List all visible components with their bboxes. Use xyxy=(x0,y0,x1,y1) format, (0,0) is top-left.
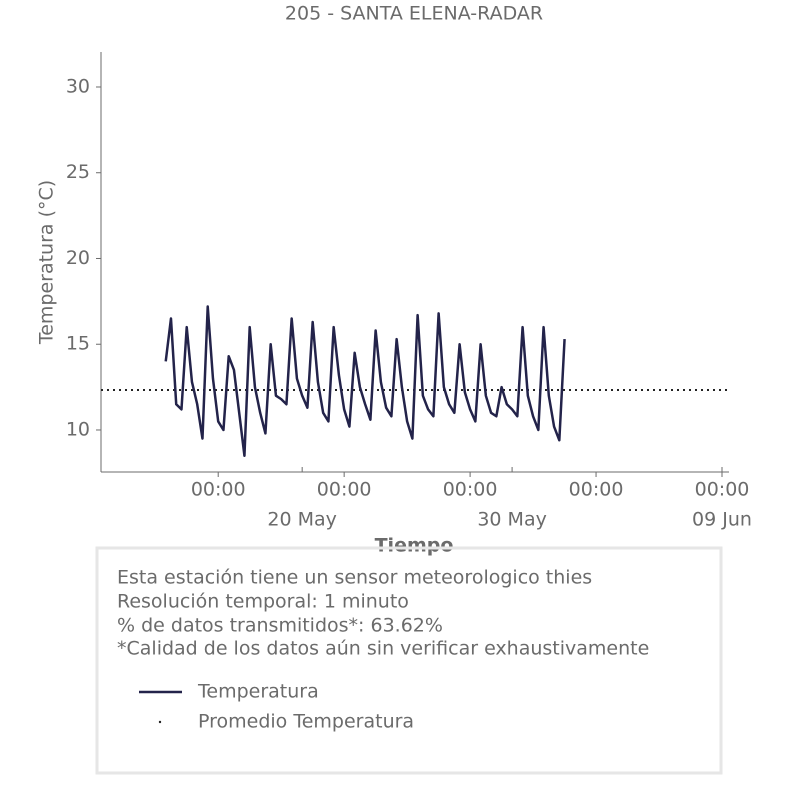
x-tick-label: 00:00 xyxy=(443,479,498,501)
chart-title: 205 - SANTA ELENA-RADAR xyxy=(285,3,543,25)
x-tick-label: 00:00 xyxy=(695,479,750,501)
x-tick-label: 00:00 xyxy=(317,479,372,501)
legend-label: Promedio Temperatura xyxy=(198,711,414,733)
info-box xyxy=(95,546,723,775)
y-tick-label: 30 xyxy=(66,75,90,97)
y-tick-label: 20 xyxy=(66,247,90,269)
y-tick-label: 25 xyxy=(66,161,90,183)
x-minor-tick-label: 30 May xyxy=(477,509,547,531)
y-axis-label: Temperatura (°C) xyxy=(36,180,58,345)
temperature-line xyxy=(164,305,566,457)
info-text: *Calidad de los datos aún sin verificar … xyxy=(117,638,649,660)
info-text: % de datos transmitidos*: 63.62% xyxy=(117,615,443,637)
info-text: Esta estación tiene un sensor meteorolog… xyxy=(117,567,592,589)
info-text: Resolución temporal: 1 minuto xyxy=(117,591,409,613)
x-tick-label: 00:00 xyxy=(191,479,246,501)
legend-label: Temperatura xyxy=(197,681,319,703)
x-minor-tick-label: 20 May xyxy=(267,509,337,531)
x-minor-tick-label: 09 Jun xyxy=(692,509,752,531)
x-tick-label: 00:00 xyxy=(569,479,624,501)
y-tick-label: 10 xyxy=(66,418,90,440)
y-tick-label: 15 xyxy=(66,333,90,355)
legend-swatch xyxy=(158,720,162,724)
x-axis-label: Tiempo xyxy=(375,535,454,557)
